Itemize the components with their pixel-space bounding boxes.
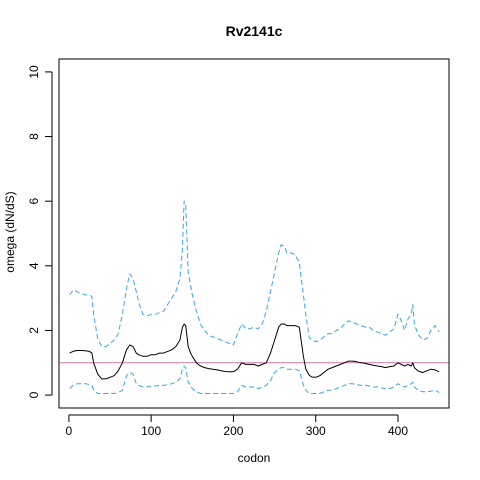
y-tick-label: 8 bbox=[27, 133, 41, 140]
x-tick-label: 200 bbox=[223, 424, 243, 438]
plot-frame bbox=[58, 58, 450, 409]
series-line-estimate bbox=[69, 323, 440, 380]
y-tick-label: 10 bbox=[27, 65, 41, 79]
y-tick-label: 4 bbox=[27, 262, 41, 269]
y-tick-label: 2 bbox=[27, 327, 41, 334]
series-line-lower bbox=[69, 365, 440, 394]
x-tick-label: 400 bbox=[388, 424, 408, 438]
x-tick-label: 100 bbox=[141, 424, 161, 438]
y-tick-label: 6 bbox=[27, 198, 41, 205]
x-tick-label: 300 bbox=[306, 424, 326, 438]
plot-area: 0 100 200 300 400 0 2 4 6 8 10 bbox=[27, 58, 450, 438]
chart-title: Rv2141c bbox=[226, 23, 283, 39]
x-tick-label: 0 bbox=[66, 424, 73, 438]
y-axis-label: omega (dN/dS) bbox=[3, 191, 17, 272]
y-tick-label: 0 bbox=[27, 391, 41, 398]
x-axis-label: codon bbox=[238, 451, 271, 465]
series-line-upper bbox=[69, 200, 440, 348]
